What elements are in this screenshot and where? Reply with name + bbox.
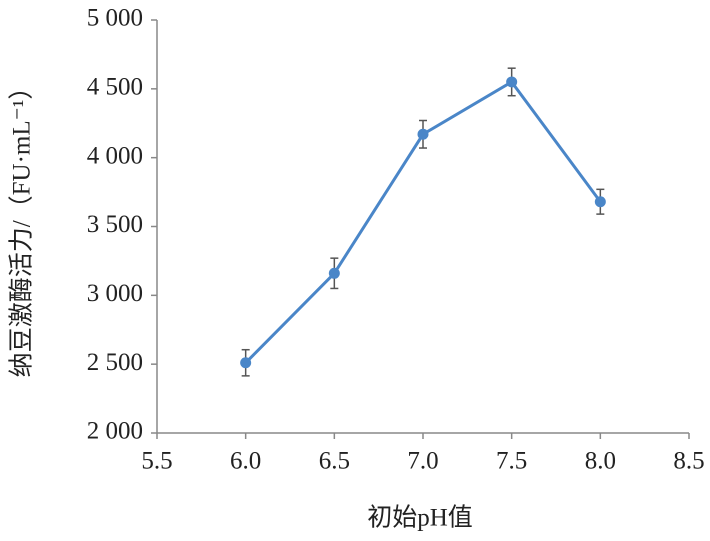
y-tick-label: 2 500 [87, 349, 143, 376]
y-tick-label: 3 000 [87, 280, 143, 307]
data-point [506, 76, 518, 88]
x-tick-label: 5.5 [141, 448, 172, 475]
x-tick-label: 7.5 [496, 448, 527, 475]
data-point [594, 196, 606, 208]
y-axis-label: 纳豆激酶活力/（FU·mL⁻¹） [8, 75, 36, 378]
x-axis-label: 初始pH值 [367, 504, 473, 532]
data-point [328, 267, 340, 279]
data-point [240, 357, 252, 369]
data-point [417, 128, 429, 140]
y-tick-label: 3 500 [87, 211, 143, 238]
y-tick-label: 2 000 [87, 418, 143, 445]
x-tick-label: 8.0 [585, 448, 616, 475]
y-tick-label: 5 000 [87, 5, 143, 32]
x-tick-label: 6.5 [319, 448, 350, 475]
x-tick-label: 7.0 [407, 448, 438, 475]
y-tick-label: 4 000 [87, 142, 143, 169]
x-tick-label: 6.0 [230, 448, 261, 475]
y-tick-label: 4 500 [87, 74, 143, 101]
x-tick-label: 8.5 [673, 448, 704, 475]
